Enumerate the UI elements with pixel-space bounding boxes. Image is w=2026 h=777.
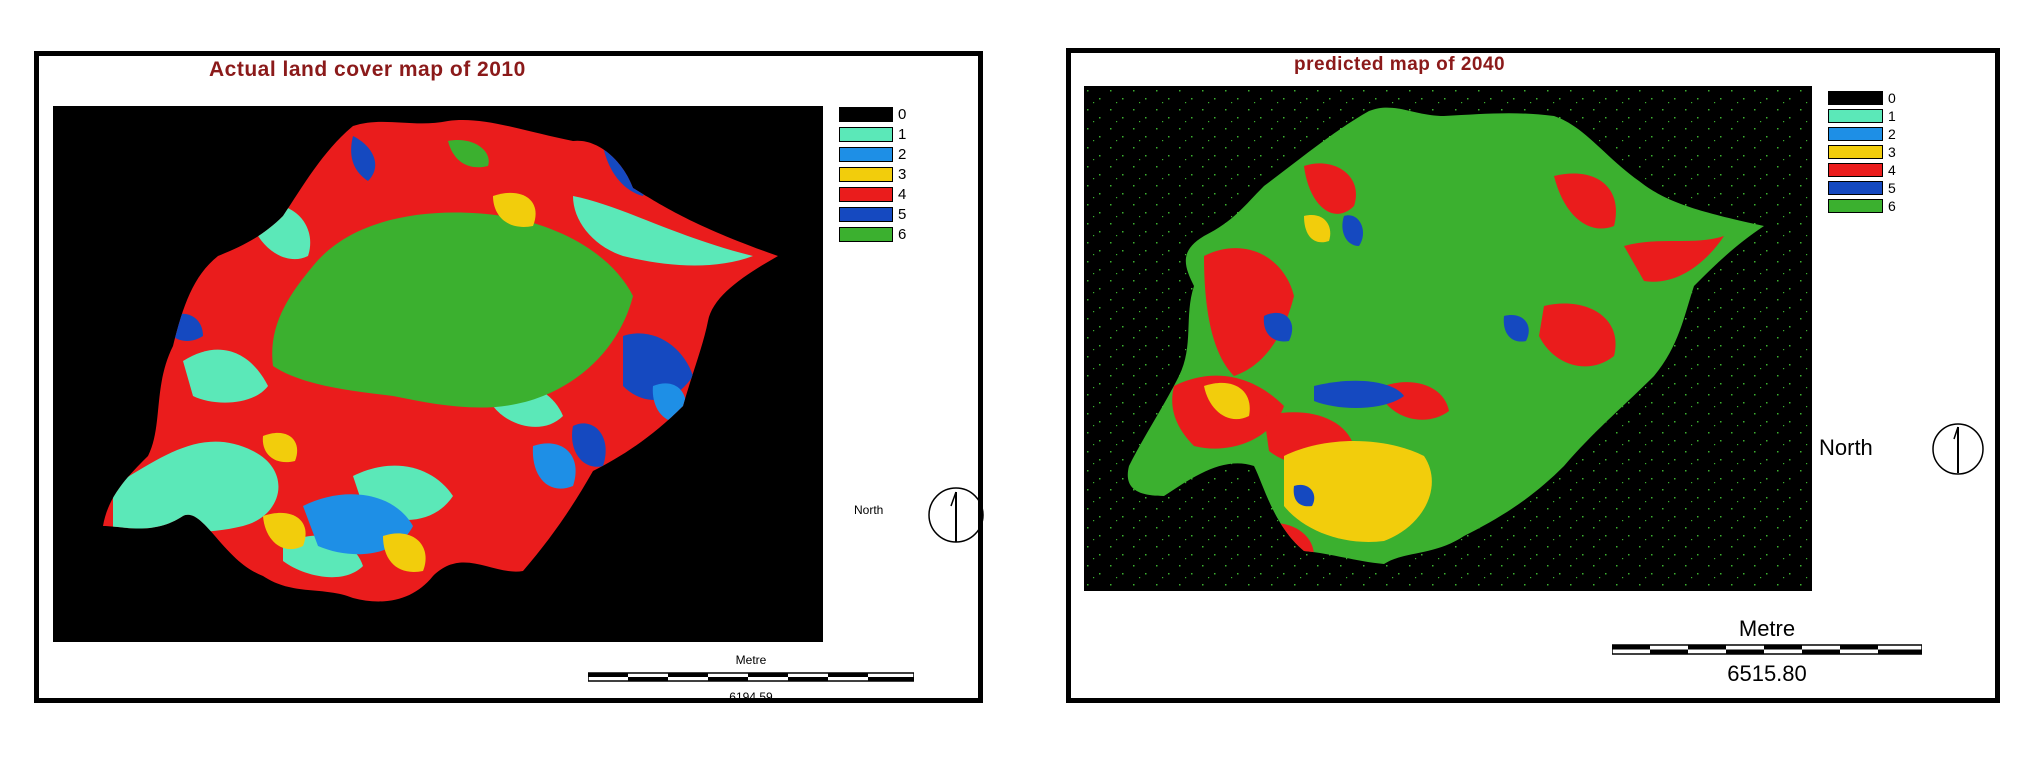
scale-unit-label: Metre	[1738, 616, 1796, 641]
scale-bar-2010: Metre 6194.59	[587, 653, 915, 704]
legend-swatch	[839, 147, 893, 162]
legend-label: 2	[898, 146, 907, 163]
legend-item: 1	[1828, 108, 1896, 123]
legend-item: 0	[839, 106, 906, 123]
scale-value-label: 6515.80	[1727, 661, 1807, 686]
map-title-2010: Actual land cover map of 2010	[209, 58, 526, 81]
legend-label: 6	[898, 226, 907, 243]
legend-swatch	[1828, 180, 1883, 195]
map-panel-2010: Actual land cover map of 2010	[34, 51, 984, 704]
legend-swatch	[839, 127, 893, 142]
legend-swatch	[839, 187, 893, 202]
scale-bar-2040: Metre 6515.80	[1611, 616, 1923, 687]
legend-2010: 0 1 2 3 4 5 6	[839, 106, 906, 246]
legend-swatch	[1828, 108, 1883, 123]
scale-unit-label: Metre	[735, 653, 767, 667]
predicted-map-2040-graphic	[1084, 86, 1812, 591]
legend-swatch	[839, 207, 893, 222]
legend-swatch	[1828, 126, 1883, 141]
scale-bar-graphic	[1611, 644, 1923, 655]
land-cover-map-2010-graphic	[53, 106, 823, 642]
legend-swatch	[839, 107, 893, 122]
legend-label: 0	[1888, 89, 1896, 106]
map-panel-2040: predicted map of 2040	[1066, 48, 2000, 703]
legend-2040: 0 1 2 3 4 5 6	[1828, 90, 1896, 216]
legend-label: 4	[1888, 161, 1896, 178]
legend-label: 2	[1888, 125, 1896, 142]
legend-label: 4	[898, 186, 907, 203]
legend-label: 3	[898, 166, 907, 183]
legend-item: 4	[839, 186, 906, 203]
legend-item: 3	[839, 166, 906, 183]
land-cover-map-2010	[53, 106, 823, 642]
legend-label: 6	[1888, 197, 1896, 214]
legend-swatch	[1828, 198, 1883, 213]
legend-item: 4	[1828, 162, 1896, 177]
legend-swatch	[1828, 90, 1883, 105]
legend-label: 3	[1888, 143, 1896, 160]
legend-label: 1	[1888, 107, 1896, 124]
legend-item: 5	[839, 206, 906, 223]
legend-swatch	[839, 227, 893, 242]
north-label: North	[1819, 435, 1873, 460]
legend-item: 2	[1828, 126, 1896, 141]
legend-label: 5	[1888, 179, 1896, 196]
north-arrow-icon	[928, 487, 984, 543]
legend-item: 5	[1828, 180, 1896, 195]
legend-label: 5	[898, 206, 907, 223]
legend-swatch	[839, 167, 893, 182]
legend-item: 3	[1828, 144, 1896, 159]
north-arrow-icon	[1932, 423, 1984, 475]
scale-value-label: 6194.59	[729, 690, 773, 704]
legend-item: 6	[839, 226, 906, 243]
legend-swatch	[1828, 162, 1883, 177]
scale-bar-graphic	[587, 672, 915, 682]
predicted-map-2040	[1084, 86, 1812, 591]
legend-label: 1	[898, 126, 907, 143]
legend-item: 1	[839, 126, 906, 143]
north-label: North	[854, 503, 884, 517]
legend-swatch	[1828, 144, 1883, 159]
legend-item: 2	[839, 146, 906, 163]
map-title-2040: predicted map of 2040	[1294, 54, 1506, 75]
legend-item: 0	[1828, 90, 1896, 105]
legend-item: 6	[1828, 198, 1896, 213]
legend-label: 0	[898, 106, 907, 123]
